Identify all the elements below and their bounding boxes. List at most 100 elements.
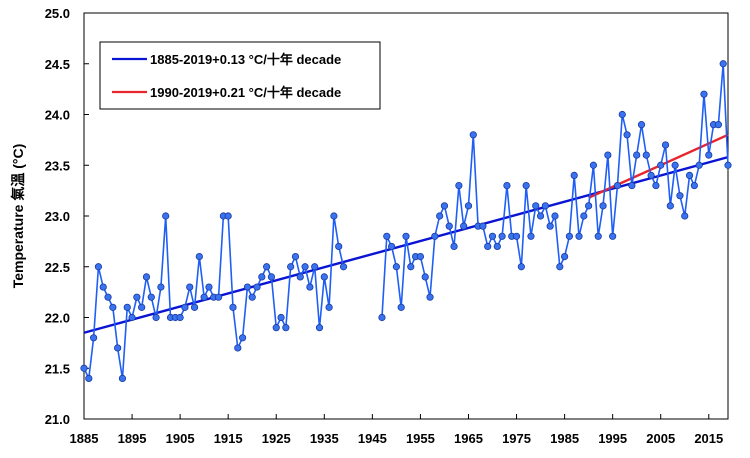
data-point	[138, 303, 146, 311]
data-point	[383, 232, 391, 240]
y-axis-label: Temperature 氣溫 (°C)	[10, 144, 26, 289]
data-point	[719, 60, 727, 68]
data-point	[690, 181, 698, 190]
data-point	[339, 263, 348, 271]
data-point	[90, 334, 98, 342]
data-point	[387, 242, 396, 251]
data-point	[628, 181, 636, 190]
data-point	[142, 273, 151, 281]
data-point	[330, 212, 338, 220]
data-point	[426, 293, 434, 301]
data-point	[272, 324, 280, 332]
data-point	[109, 303, 117, 311]
data-point	[652, 181, 660, 190]
data-point	[301, 263, 309, 271]
data-point	[695, 161, 703, 169]
data-point	[714, 121, 722, 129]
data-point	[575, 232, 583, 240]
data-point	[282, 324, 290, 332]
data-point	[512, 232, 521, 240]
data-point	[685, 171, 694, 179]
data-point	[392, 263, 400, 271]
data-point	[181, 303, 189, 311]
data-point	[570, 171, 578, 179]
data-point	[637, 121, 646, 129]
x-tick-label: 1975	[502, 431, 531, 446]
x-tick-label: 1905	[166, 431, 195, 446]
data-point	[546, 222, 554, 230]
data-point	[80, 364, 88, 372]
x-tick-label: 1885	[70, 431, 99, 446]
x-tick-label: 1925	[262, 431, 291, 446]
data-point	[585, 202, 593, 210]
data-point	[200, 293, 208, 301]
data-point	[291, 253, 300, 261]
x-tick-label: 2015	[694, 431, 723, 446]
x-tick-label: 1895	[118, 431, 147, 446]
data-point	[190, 303, 199, 311]
data-point	[671, 161, 679, 169]
data-point	[311, 263, 319, 271]
data-point	[123, 303, 131, 311]
series-layer	[80, 60, 732, 382]
data-point	[104, 293, 112, 301]
data-point	[157, 283, 165, 291]
data-point	[296, 273, 304, 281]
data-point	[657, 161, 665, 169]
data-point	[186, 283, 194, 291]
legend: 1885-2019+0.13 °C/十年 decade 1990-2019+0.…	[99, 41, 381, 110]
data-point	[85, 374, 93, 382]
data-point	[440, 202, 449, 210]
x-axis: 1885 1895 1905 1915 1925 1935 1945 1955 1965 1975…	[70, 414, 723, 446]
data-point	[541, 202, 549, 210]
data-point	[455, 181, 463, 190]
data-point	[234, 344, 242, 352]
data-point	[224, 212, 232, 220]
data-point	[431, 232, 439, 240]
y-tick-label: 23.5	[45, 158, 70, 173]
y-tick-label: 24.5	[45, 57, 70, 72]
data-point	[594, 232, 602, 240]
data-point	[532, 202, 540, 210]
y-tick-label: 25.0	[45, 6, 70, 21]
data-point	[152, 313, 160, 322]
data-point	[623, 131, 631, 139]
legend-label-long-term: 1885-2019+0.13 °C/十年 decade	[150, 52, 341, 67]
data-point	[335, 242, 343, 251]
x-tick-label: 1985	[550, 431, 579, 446]
data-point	[633, 151, 641, 159]
data-point	[661, 141, 670, 149]
y-axis: 21.0 21.5 22.0 22.5 23.0 23.5 24.0 24.5 25.0	[45, 6, 89, 427]
data-point	[676, 192, 684, 200]
y-tick-label: 22.5	[45, 260, 70, 275]
data-point	[469, 131, 477, 139]
y-tick-label: 21.0	[45, 412, 70, 427]
data-point	[551, 212, 559, 220]
data-point	[378, 313, 386, 322]
data-point	[421, 273, 429, 281]
data-point	[565, 232, 574, 240]
data-point	[527, 232, 535, 240]
data-point	[133, 293, 141, 301]
x-tick-label: 1955	[406, 431, 435, 446]
x-tick-label: 1935	[310, 431, 339, 446]
data-point	[647, 171, 655, 179]
data-point	[666, 202, 674, 210]
data-point	[724, 161, 732, 169]
y-tick-label: 22.0	[45, 311, 70, 326]
data-point	[599, 202, 607, 210]
legend-box	[99, 41, 381, 110]
data-point	[416, 253, 425, 261]
data-point	[229, 303, 237, 311]
x-tick-label: 1995	[598, 431, 627, 446]
data-point	[128, 313, 136, 322]
data-point	[609, 232, 617, 240]
x-tick-label: 1945	[358, 431, 387, 446]
data-point	[99, 283, 107, 291]
data-point	[277, 313, 285, 322]
data-point	[214, 293, 223, 301]
data-point	[522, 181, 530, 190]
data-point	[195, 253, 203, 261]
data-point	[493, 242, 501, 251]
